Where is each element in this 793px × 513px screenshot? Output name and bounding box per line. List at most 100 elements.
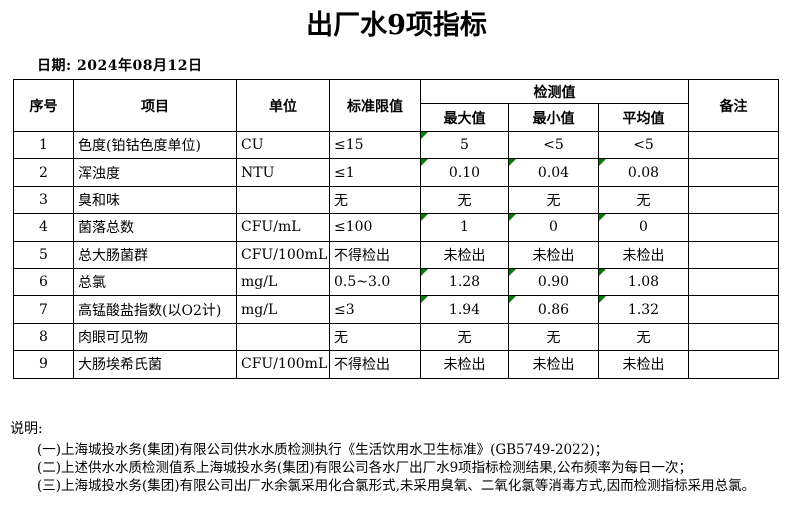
cell-unit-text: CFU/100mL — [241, 246, 328, 263]
cell-item: 高锰酸盐指数(以O2计) — [73, 295, 237, 324]
col-header-item: 项目 — [73, 79, 237, 132]
cell-unit-text: CU — [241, 137, 264, 154]
table-row: 9 大肠埃希氏菌 CFU/100mL 不得检出 未检出 未检出 未检出 — [13, 350, 780, 379]
cell-avg-text: 未检出 — [622, 357, 665, 374]
cell-remark — [688, 130, 780, 160]
cell-no-text: 7 — [39, 301, 48, 318]
cell-min: 未检出 — [508, 240, 599, 269]
green-triangle-icon — [509, 269, 516, 276]
col-header-avg: 平均值 — [597, 103, 690, 132]
table-row: 4 菌落总数 CFU/mL ≤100 1 0 0 — [13, 213, 780, 242]
cell-limit-text: 0.5~3.0 — [334, 274, 391, 291]
cell-min: 0.90 — [508, 267, 599, 297]
cell-unit-text: CFU/100mL — [241, 356, 328, 373]
cell-item-text: 菌落总数 — [78, 220, 134, 237]
cell-unit-text: CFU/mL — [241, 219, 301, 236]
green-triangle-icon — [421, 269, 428, 276]
note-line-2: (二)上述供水水质检测值系上海城投水务(集团)有限公司各水厂出厂水9项指标检测结… — [37, 460, 692, 476]
cell-unit: mg/L — [236, 267, 330, 297]
cell-min: 无 — [508, 185, 599, 215]
cell-max-text: 0.10 — [448, 164, 481, 181]
cell-remark — [688, 185, 780, 215]
cell-item-text: 色度(铂钴色度单位) — [78, 138, 201, 155]
col-header-limit: 标准限值 — [329, 79, 421, 132]
cell-no: 7 — [13, 295, 74, 324]
cell-remark — [688, 322, 780, 352]
table-row: 3 臭和味 无 无 无 无 — [13, 185, 780, 215]
green-triangle-icon — [421, 214, 428, 222]
cell-limit-text: ≤3 — [334, 301, 355, 318]
cell-max-text: 无 — [457, 192, 472, 209]
cell-min: 无 — [508, 322, 599, 352]
cell-no-text: 3 — [39, 191, 48, 208]
green-triangle-icon — [599, 269, 606, 276]
cell-avg: 0 — [597, 213, 690, 242]
cell-avg-text: 无 — [636, 329, 651, 346]
cell-limit-text: 不得检出 — [334, 357, 390, 374]
cell-min: 未检出 — [508, 350, 599, 379]
cell-unit: CFU/mL — [236, 213, 330, 242]
cell-no: 2 — [13, 158, 74, 187]
cell-item: 总大肠菌群 — [73, 240, 237, 269]
cell-max-text: 1 — [460, 219, 469, 236]
header-row-1: 序号 项目 单位 标准限值 检测值 备注 — [13, 79, 780, 132]
cell-item: 肉眼可见物 — [73, 322, 237, 352]
green-triangle-icon — [599, 296, 606, 304]
notes-label: 说明: — [10, 421, 43, 437]
col-header-min: 最小值 — [508, 103, 599, 132]
cell-no: 6 — [13, 267, 74, 297]
col-header-detection: 检测值 — [419, 79, 690, 104]
cell-item-text: 肉眼可见物 — [78, 329, 148, 346]
table-row: 2 浑浊度 NTU ≤1 0.10 0.04 0.08 — [13, 158, 780, 187]
green-triangle-icon — [421, 159, 428, 167]
cell-max: 未检出 — [420, 240, 509, 269]
cell-min: 0.04 — [508, 158, 599, 187]
table-row: 1 色度(铂钴色度单位) CU ≤15 5 <5 <5 — [13, 130, 780, 160]
cell-item-text: 大肠埃希氏菌 — [78, 357, 162, 374]
cell-max: 1.28 — [420, 267, 509, 297]
notes-list: (一)上海城投水务(集团)有限公司供水水质检测执行《生活饮用水卫生标准》(GB5… — [37, 441, 755, 495]
cell-unit-text: NTU — [241, 164, 275, 181]
cell-no: 9 — [13, 350, 74, 379]
cell-min-text: 未检出 — [532, 357, 575, 374]
green-triangle-icon — [509, 214, 516, 222]
cell-unit — [236, 322, 330, 352]
cell-item-text: 臭和味 — [78, 192, 120, 209]
cell-min-text: 0.90 — [537, 274, 570, 291]
cell-no: 5 — [13, 240, 74, 269]
cell-max-text: 1.94 — [448, 301, 481, 318]
cell-unit-text: mg/L — [241, 274, 278, 291]
table-row: 6 总氯 mg/L 0.5~3.0 1.28 0.90 1.08 — [13, 267, 780, 297]
green-triangle-icon — [599, 159, 606, 167]
cell-limit: 不得检出 — [329, 350, 421, 379]
note-line-1: (一)上海城投水务(集团)有限公司供水水质检测执行《生活饮用水卫生标准》(GB5… — [37, 442, 609, 458]
cell-min-text: 未检出 — [532, 247, 575, 264]
cell-max-text: 5 — [460, 137, 469, 154]
cell-unit: CU — [236, 130, 330, 160]
green-triangle-icon — [599, 214, 606, 222]
cell-min-text: <5 — [543, 137, 564, 154]
cell-max: 5 — [420, 130, 509, 160]
col-header-unit: 单位 — [236, 79, 330, 132]
table-header: 序号 项目 单位 标准限值 检测值 备注 最大值 最小值 平均值 — [13, 79, 780, 132]
cell-min-text: 0.86 — [537, 301, 570, 318]
indicators-table: 序号 项目 单位 标准限值 检测值 备注 最大值 最小值 平均值 1 色度(铂钴… — [13, 79, 780, 379]
date-label: 日期: 2024年08月12日 — [37, 58, 203, 74]
cell-no-text: 5 — [39, 246, 48, 263]
table-row: 8 肉眼可见物 无 无 无 无 — [13, 322, 780, 352]
cell-item-text: 浑浊度 — [78, 165, 120, 182]
cell-no: 8 — [13, 322, 74, 352]
cell-unit: CFU/100mL — [236, 350, 330, 379]
header-row-2: 最大值 最小值 平均值 — [14, 103, 779, 132]
cell-remark — [688, 267, 780, 297]
cell-item: 色度(铂钴色度单位) — [73, 130, 237, 160]
cell-unit: CFU/100mL — [236, 240, 330, 269]
cell-no-text: 2 — [39, 164, 48, 181]
cell-limit: ≤3 — [329, 295, 421, 324]
cell-avg-text: 0.08 — [627, 164, 660, 181]
cell-max: 无 — [420, 322, 509, 352]
cell-avg: <5 — [597, 130, 690, 160]
cell-max: 1.94 — [420, 295, 509, 324]
cell-item: 大肠埃希氏菌 — [73, 350, 237, 379]
cell-unit: mg/L — [236, 295, 330, 324]
